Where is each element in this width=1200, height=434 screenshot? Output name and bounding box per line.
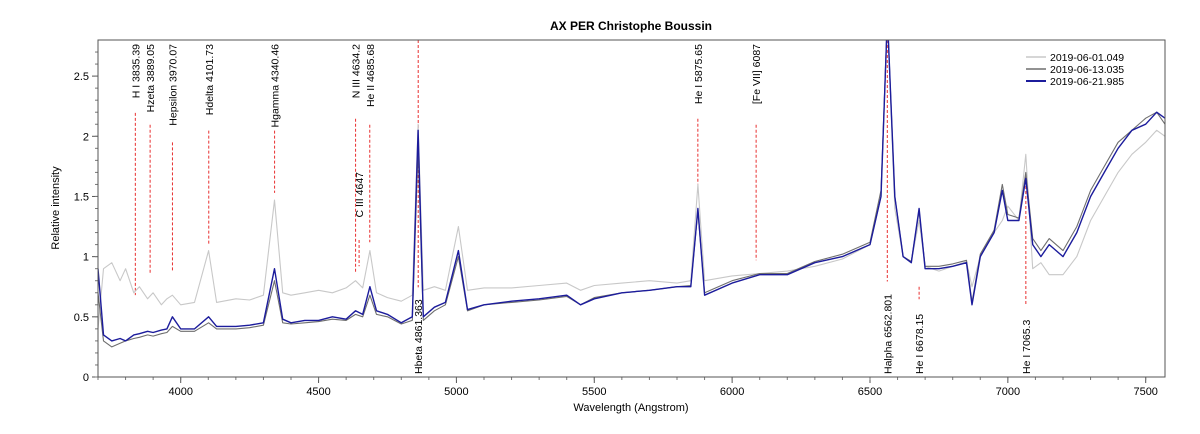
legend-label: 2019-06-01.049 <box>1050 52 1124 64</box>
x-tick-label: 7500 <box>1133 386 1157 398</box>
line-marker-label: Hzeta 3889.05 <box>145 44 157 112</box>
legend-label: 2019-06-21.985 <box>1050 76 1124 88</box>
line-marker-label: He I 5875.65 <box>693 44 705 104</box>
legend: 2019-06-01.0492019-06-13.0352019-06-21.9… <box>1026 52 1124 88</box>
series-line-1 <box>98 40 1165 329</box>
y-tick-label: 2.5 <box>74 71 89 83</box>
x-tick-label: 5500 <box>582 386 606 398</box>
line-marker-label: Hbeta 4861.363 <box>413 299 425 374</box>
x-tick-label: 7000 <box>996 386 1020 398</box>
series-line-3 <box>98 40 1165 342</box>
line-marker-label: [Fe VII] 6087 <box>751 44 763 104</box>
line-marker-label: H I 3835.39 <box>130 44 142 98</box>
y-tick-label: 0.5 <box>74 312 89 324</box>
line-marker-label: Hgamma 4340.46 <box>270 44 282 128</box>
chart-title: AX PER Christophe Boussin <box>550 19 712 33</box>
x-tick-label: 5000 <box>444 386 468 398</box>
legend-label: 2019-06-13.035 <box>1050 64 1124 76</box>
line-marker-label: He I 6678.15 <box>914 314 926 374</box>
y-axis-label: Relative intensity <box>50 166 62 250</box>
line-marker-label: Halpha 6562.801 <box>882 294 894 374</box>
y-tick-label: 0 <box>83 372 89 384</box>
line-marker-label: He II 4685.68 <box>365 44 377 107</box>
x-tick-label: 6000 <box>720 386 744 398</box>
x-axis-label: Wavelength (Angstrom) <box>573 402 688 414</box>
line-marker-label: N III 4634.2 <box>351 44 363 98</box>
line-marker-label: Hepsilon 3970.07 <box>167 44 179 126</box>
x-tick-label: 6500 <box>858 386 882 398</box>
line-marker-label: He I 7065.3 <box>1021 320 1033 374</box>
x-tick-label: 4000 <box>168 386 192 398</box>
line-marker-label: Hdelta 4101.73 <box>204 44 216 115</box>
line-marker-label: C III 4647 <box>354 172 366 218</box>
y-tick-label: 2 <box>83 131 89 143</box>
y-tick-label: 1.5 <box>74 191 89 203</box>
plot-frame <box>97 39 1166 378</box>
x-tick-label: 4500 <box>306 386 330 398</box>
y-tick-label: 1 <box>83 252 89 264</box>
